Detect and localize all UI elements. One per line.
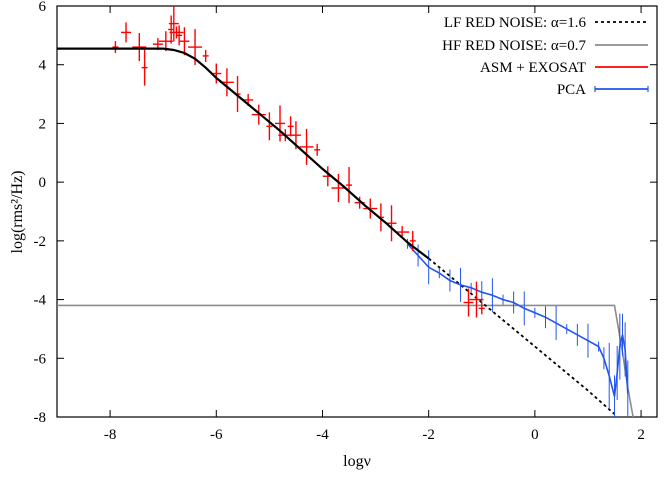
series-pca <box>406 238 629 417</box>
legend-entry-lf-red-noise-1-6: LF RED NOISE: α=1.6 <box>444 15 648 31</box>
x-tick-label: 2 <box>637 427 645 443</box>
x-tick-label: -4 <box>316 427 329 443</box>
asm-data-point <box>287 116 294 137</box>
legend-label: ASM + EXOSAT <box>480 60 586 76</box>
x-axis: -8 -6 -4 -2 0 2 <box>104 6 645 443</box>
asm-data-point <box>168 6 179 42</box>
legend-label: HF RED NOISE: α=0.7 <box>442 38 586 54</box>
model-total-line <box>57 47 430 260</box>
y-axis: -8 -6 -4 -2 0 2 4 6 <box>34 0 657 426</box>
asm-data-point <box>469 281 484 318</box>
x-tick-label: 0 <box>531 427 539 443</box>
asm-data-point <box>179 27 190 56</box>
y-tick-label: -4 <box>34 293 47 309</box>
asm-data-point <box>314 143 321 156</box>
series-layer <box>57 6 634 417</box>
x-axis-title: logν <box>343 453 371 470</box>
asm-data-point <box>386 205 397 242</box>
x-tick-label: -8 <box>104 427 117 443</box>
x-tick-label: -2 <box>422 427 435 443</box>
y-tick-label: -8 <box>34 410 47 426</box>
legend-label: PCA <box>557 82 586 98</box>
asm-data-point <box>346 167 353 204</box>
asm-data-point <box>299 128 314 165</box>
legend: LF RED NOISE: α=1.6 HF RED NOISE: α=0.7 AS… <box>442 15 649 98</box>
x-tick-label: -6 <box>210 427 223 443</box>
legend-entry-asm-exosat: ASM + EXOSAT <box>480 60 648 76</box>
y-tick-label: -2 <box>34 234 47 250</box>
asm-data-point <box>141 49 148 86</box>
series-hf-red-noise-0-7 <box>57 304 634 417</box>
asm-data-point <box>132 33 147 62</box>
legend-entry-hf-red-noise-0-7: HF RED NOISE: α=0.7 <box>442 38 648 54</box>
lf-red-noise-1-6-line <box>428 257 616 415</box>
y-tick-label: 4 <box>39 58 47 74</box>
asm-data-point <box>478 302 485 315</box>
series-model-total <box>57 47 430 260</box>
asm-data-point <box>251 104 266 125</box>
y-axis-title: log(rms²/Hz) <box>9 171 26 254</box>
plot-frame <box>56 5 658 418</box>
y-tick-label: 2 <box>39 116 47 132</box>
legend-label: LF RED NOISE: α=1.6 <box>444 15 587 31</box>
legend-entry-pca: PCA <box>557 82 649 98</box>
pca-line <box>406 243 629 397</box>
asm-data-point <box>169 26 184 39</box>
asm-data-point <box>176 25 183 46</box>
y-tick-label: 6 <box>39 0 47 15</box>
asm-data-point <box>112 41 119 54</box>
y-tick-label: -6 <box>34 351 47 367</box>
series-lf-red-noise-1-6 <box>428 257 616 415</box>
asm-data-point <box>121 22 132 43</box>
asm-data-point <box>202 49 209 62</box>
asm-data-point <box>463 288 474 317</box>
asm-data-point <box>266 112 273 141</box>
hf-red-noise-0-7-line <box>57 304 634 417</box>
asm-data-point <box>275 105 286 142</box>
y-tick-label: 0 <box>39 175 47 191</box>
asm-data-point <box>331 174 346 203</box>
